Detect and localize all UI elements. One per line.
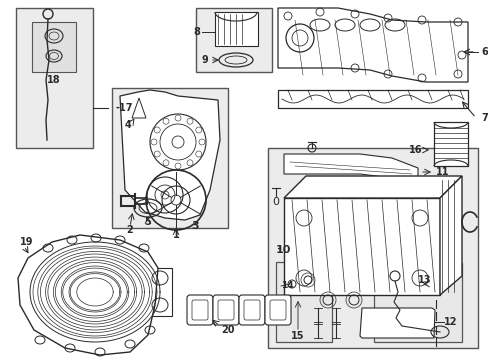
Text: 15: 15 xyxy=(291,331,304,341)
Text: 1: 1 xyxy=(172,230,179,240)
Text: 11: 11 xyxy=(435,167,448,177)
Text: 18: 18 xyxy=(47,75,61,85)
FancyBboxPatch shape xyxy=(264,295,290,325)
FancyBboxPatch shape xyxy=(239,295,264,325)
Polygon shape xyxy=(120,90,220,220)
Text: 14: 14 xyxy=(281,282,293,291)
Text: 5: 5 xyxy=(144,217,151,227)
Text: 2: 2 xyxy=(126,225,133,235)
Text: 16: 16 xyxy=(407,145,421,155)
Text: 13: 13 xyxy=(417,275,431,285)
FancyBboxPatch shape xyxy=(186,295,213,325)
Text: 8: 8 xyxy=(193,27,200,37)
Polygon shape xyxy=(278,90,467,108)
Bar xyxy=(433,122,467,166)
Polygon shape xyxy=(359,308,434,338)
FancyBboxPatch shape xyxy=(213,295,239,325)
Polygon shape xyxy=(284,198,439,295)
Bar xyxy=(32,22,76,72)
Bar xyxy=(365,312,427,334)
Bar xyxy=(148,268,172,316)
Text: 4: 4 xyxy=(124,120,131,130)
FancyBboxPatch shape xyxy=(218,300,234,320)
Polygon shape xyxy=(278,8,467,82)
Polygon shape xyxy=(284,154,417,188)
Text: -17: -17 xyxy=(116,103,133,113)
Polygon shape xyxy=(284,176,461,198)
Bar xyxy=(112,88,227,228)
Text: 6: 6 xyxy=(480,47,487,57)
Polygon shape xyxy=(132,98,146,118)
Text: 3: 3 xyxy=(191,221,199,231)
Text: 12: 12 xyxy=(443,317,457,327)
Bar xyxy=(16,8,93,148)
Polygon shape xyxy=(439,176,461,295)
Text: 7: 7 xyxy=(480,113,487,123)
Bar xyxy=(196,8,271,72)
Bar xyxy=(275,262,331,342)
Text: 19: 19 xyxy=(20,237,34,247)
Polygon shape xyxy=(18,235,158,355)
Text: 0: 0 xyxy=(272,197,279,207)
Bar xyxy=(373,263,461,342)
Text: 9: 9 xyxy=(201,55,207,65)
Text: 10: 10 xyxy=(275,245,291,255)
FancyBboxPatch shape xyxy=(269,300,285,320)
FancyBboxPatch shape xyxy=(192,300,207,320)
Bar xyxy=(293,208,431,288)
FancyBboxPatch shape xyxy=(244,300,260,320)
Text: 20: 20 xyxy=(221,325,234,335)
Bar xyxy=(267,148,477,348)
Bar xyxy=(215,12,258,46)
